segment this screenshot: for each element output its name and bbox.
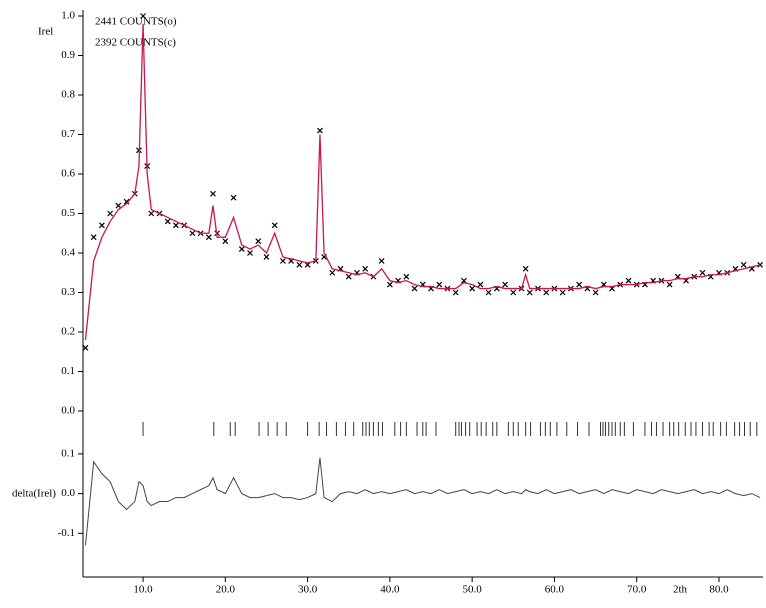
legend-label: 2392 COUNTS(c): [95, 37, 176, 49]
observed-point: [148, 210, 155, 217]
y-tick-label: 1.0: [61, 10, 75, 22]
observed-point: [230, 194, 237, 201]
x-tick-label: 80.0: [709, 584, 729, 596]
observed-point: [205, 234, 212, 241]
observed-point: [559, 289, 566, 296]
observed-point: [98, 222, 105, 229]
observed-point: [222, 238, 229, 245]
observed-point: [173, 222, 179, 229]
observed-point: [345, 273, 352, 280]
observed-point: [740, 261, 747, 268]
legend-label: 2441 COUNTS(o): [95, 16, 177, 28]
observed-point: [576, 281, 583, 288]
y-tick-label: 0.8: [61, 89, 75, 101]
observed-point: [123, 198, 130, 205]
observed-point: [510, 289, 517, 296]
observed-point: [378, 257, 385, 264]
observed-point: [247, 250, 253, 256]
observed-point: [543, 289, 550, 296]
observed-point: [296, 261, 303, 268]
observed-point: [625, 277, 632, 284]
observed-point: [271, 222, 278, 229]
calculated-line: [84, 23, 761, 340]
observed-point: [362, 265, 369, 272]
x-tick-label: 20.0: [216, 584, 236, 596]
y-axis-label: Irel: [38, 26, 53, 38]
observed-point: [317, 127, 323, 134]
observed-point: [189, 230, 196, 237]
observed-point: [477, 281, 484, 288]
observed-point: [403, 273, 410, 280]
observed-point: [592, 289, 599, 296]
observed-point: [107, 210, 114, 217]
x-axis-label: 2th: [673, 584, 688, 596]
y-tick-label: 0.6: [61, 168, 75, 180]
x-tick-label: 70.0: [627, 584, 647, 596]
observed-point: [666, 281, 673, 288]
observed-point: [411, 285, 418, 292]
x-tick-label: 50.0: [463, 584, 483, 596]
y-tick-label: 0.3: [61, 286, 75, 298]
observed-point: [90, 234, 97, 241]
observed-point: [210, 190, 216, 197]
observed-point: [699, 269, 706, 276]
observed-point: [238, 246, 245, 252]
observed-point: [164, 218, 171, 225]
observed-point: [82, 344, 89, 351]
y-tick-label: 0.1: [61, 365, 75, 377]
x-tick-label: 60.0: [545, 584, 565, 596]
y-tick-label: 0.1: [61, 447, 75, 459]
observed-point: [452, 289, 459, 296]
observed-point: [485, 289, 492, 296]
y-tick-label: 0.4: [61, 247, 75, 259]
y-tick-label: 0.9: [61, 49, 75, 61]
observed-point: [255, 238, 262, 245]
x-tick-label: 40.0: [380, 584, 400, 596]
observed-point: [304, 261, 311, 268]
difference-line: [84, 457, 761, 546]
observed-point: [280, 257, 286, 264]
y-tick-label: 0.0: [61, 405, 75, 417]
x-tick-label: 10.0: [133, 584, 153, 596]
y-tick-label: 0.5: [61, 207, 75, 219]
observed-point: [461, 277, 467, 284]
observed-point: [386, 281, 393, 288]
observed-point: [329, 269, 336, 276]
observed-point: [502, 281, 508, 288]
observed-point: [115, 202, 122, 209]
observed-point: [263, 254, 270, 260]
y-tick-label: -0.1: [58, 527, 75, 539]
y-tick-label: 0.2: [61, 326, 75, 338]
x-tick-label: 30.0: [298, 584, 318, 596]
observed-point: [140, 13, 146, 19]
y-tick-label: 0.7: [61, 128, 75, 140]
y-tick-label: 0.0: [61, 487, 75, 499]
difference-axis-label: delta(Irel): [12, 488, 56, 500]
observed-point: [469, 285, 476, 292]
observed-point: [522, 265, 529, 272]
observed-point: [526, 289, 533, 296]
observed-point: [436, 281, 443, 288]
